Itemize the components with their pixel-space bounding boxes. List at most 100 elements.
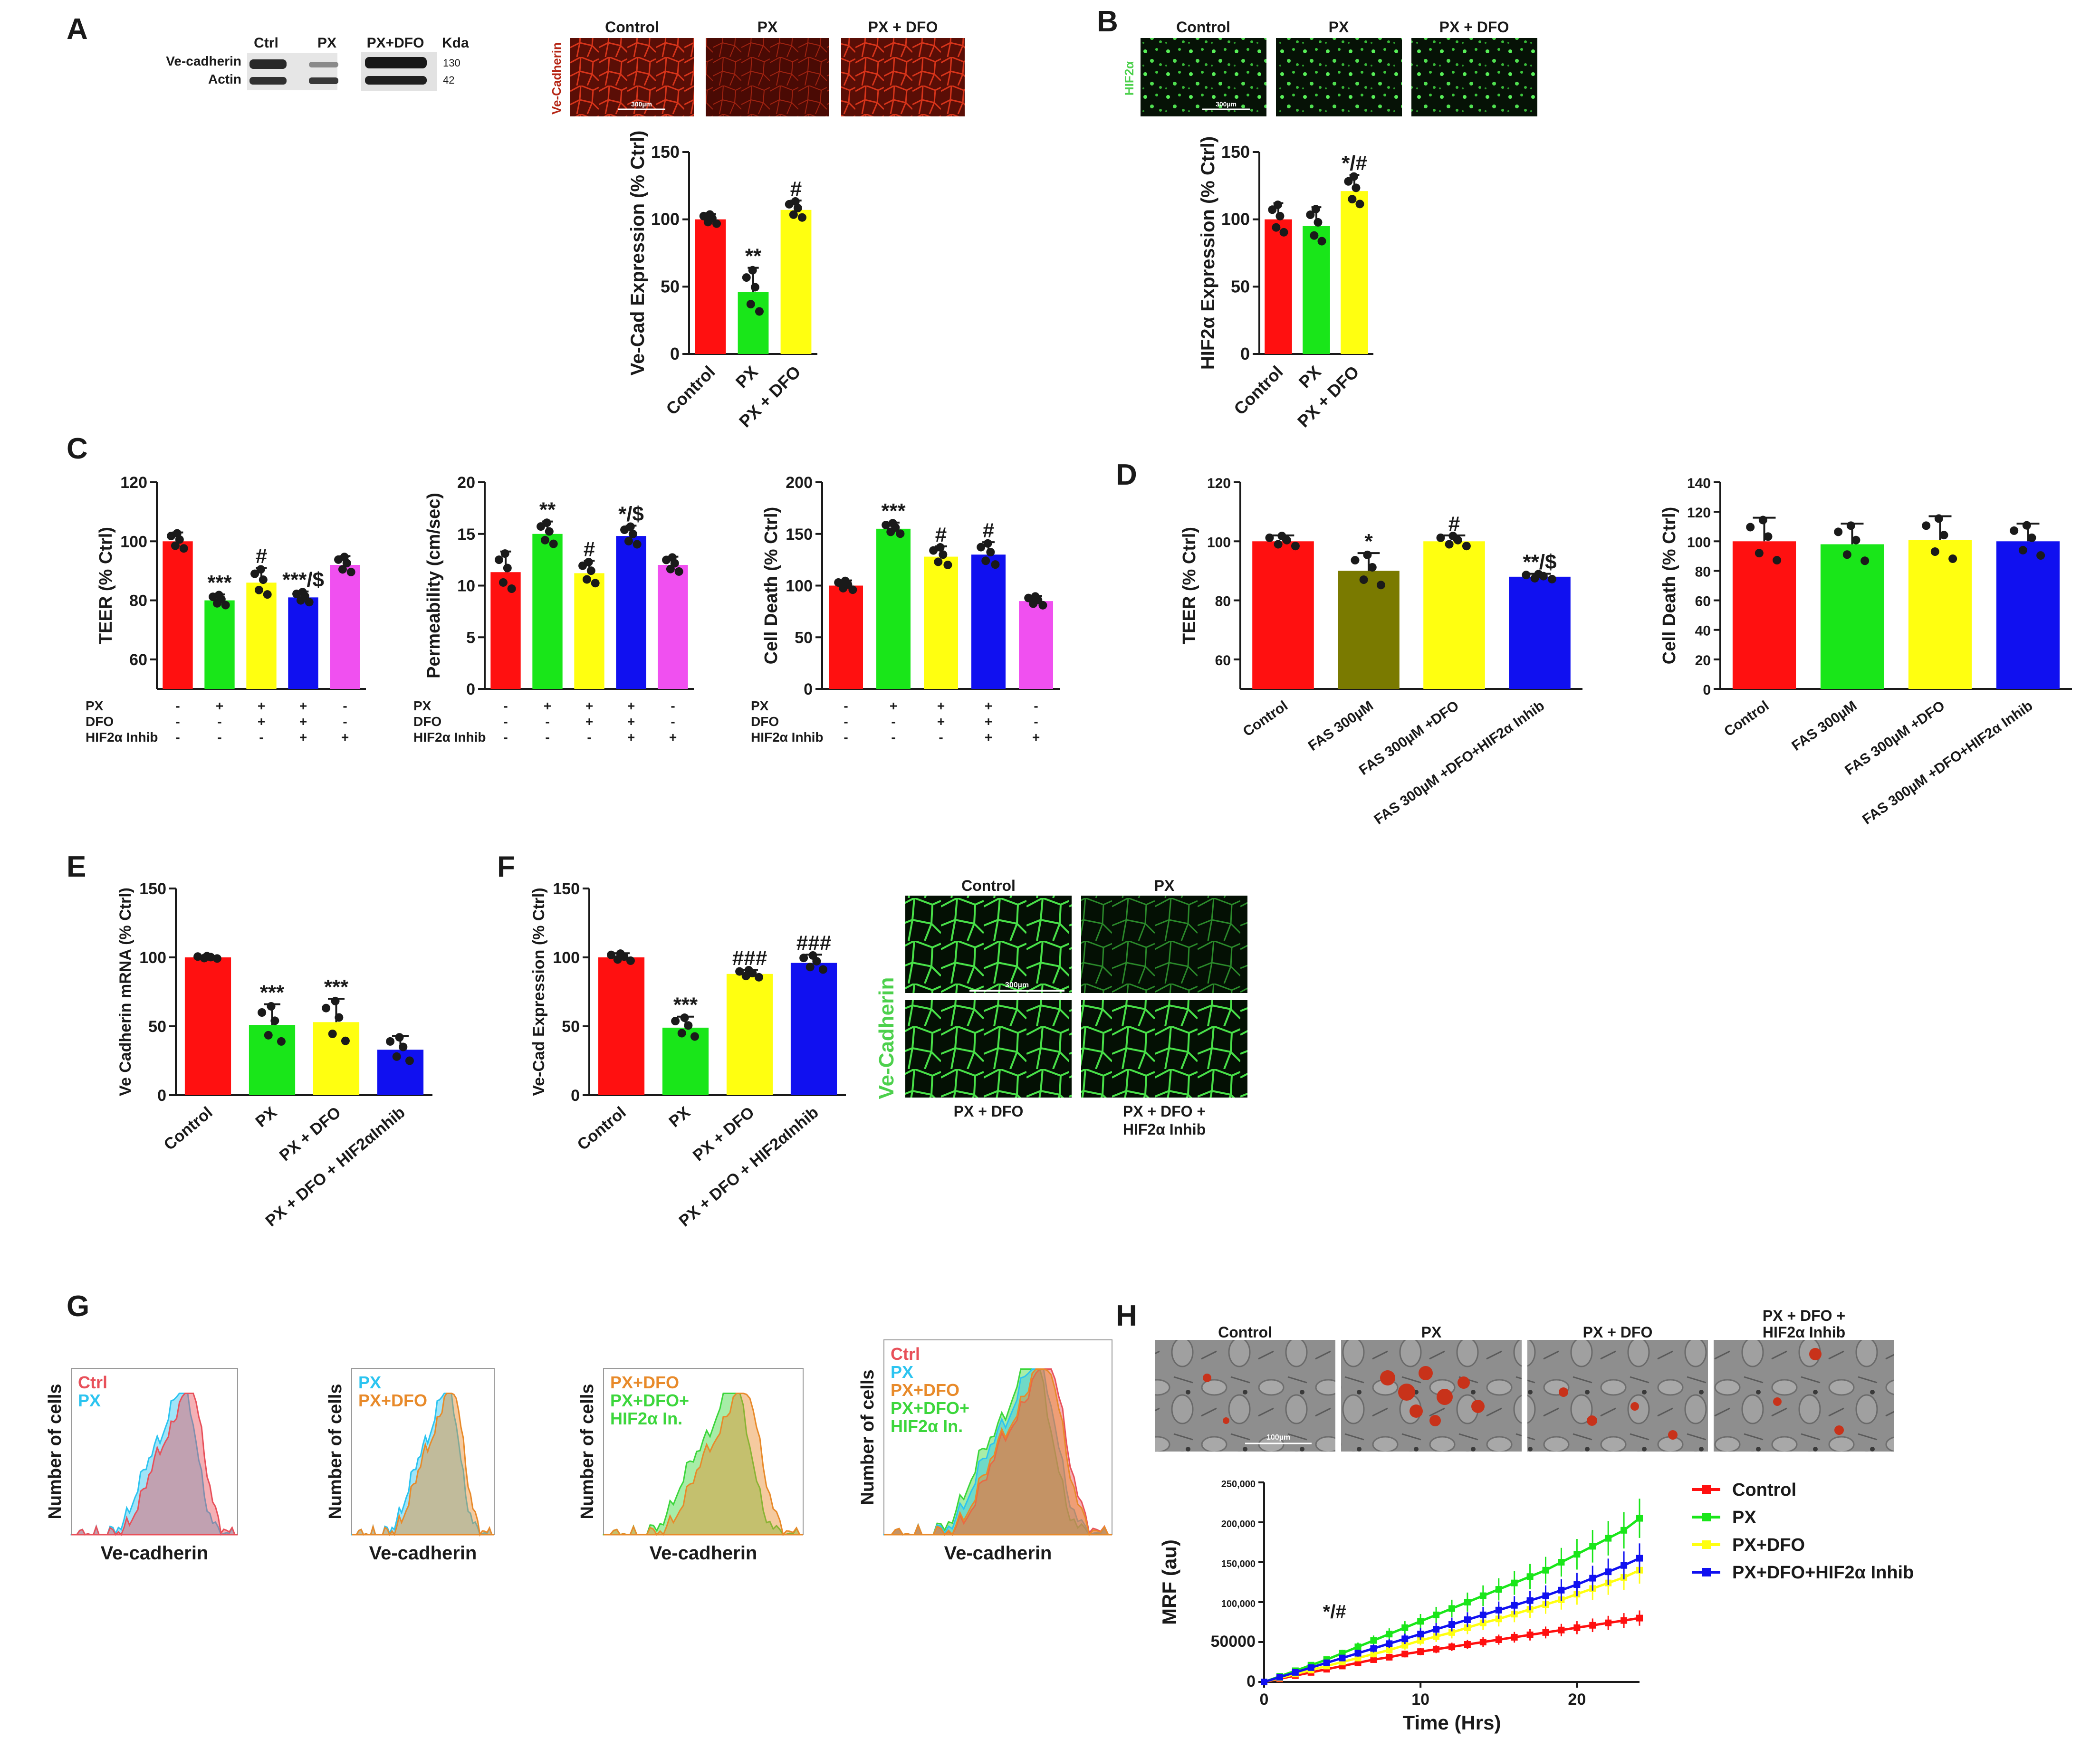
legend-entry: PX bbox=[891, 1362, 913, 1382]
condition-value: + bbox=[937, 698, 945, 713]
bar bbox=[1252, 541, 1314, 689]
micrograph-title: HIF2α Inhib bbox=[1763, 1324, 1845, 1341]
y-tick-label: 150 bbox=[786, 525, 813, 544]
significance-label: *** bbox=[207, 571, 232, 594]
micrograph-row-a: Ve-Cadherin 300µm Control PX PX + DFO bbox=[549, 19, 965, 116]
y-tick-label: 60 bbox=[1695, 594, 1711, 610]
data-point bbox=[1354, 1650, 1362, 1657]
y-tick-label: 0 bbox=[157, 1087, 166, 1105]
bar bbox=[288, 597, 318, 689]
bar bbox=[204, 600, 235, 689]
data-point bbox=[2036, 551, 2045, 560]
data-point bbox=[1558, 1626, 1565, 1633]
data-point bbox=[607, 950, 616, 959]
significance-label: ** bbox=[745, 245, 762, 268]
data-point bbox=[1464, 1599, 1471, 1605]
data-point bbox=[503, 564, 512, 573]
data-point bbox=[346, 567, 355, 576]
bar-chart-e: 0 50 100 150 Ve Cadherin mRNA (% Ctrl) Contro… bbox=[116, 880, 432, 1230]
data-point bbox=[1746, 523, 1755, 532]
data-point bbox=[991, 560, 1000, 569]
data-point bbox=[341, 1036, 350, 1045]
data-point bbox=[392, 1052, 401, 1061]
data-point bbox=[1773, 556, 1782, 565]
bar bbox=[163, 541, 193, 689]
data-point bbox=[264, 1031, 273, 1040]
data-point bbox=[934, 557, 943, 566]
y-axis-label: Ve Cadherin mRNA (% Ctrl) bbox=[116, 888, 134, 1096]
data-point bbox=[744, 965, 753, 974]
significance-label: * bbox=[1364, 530, 1373, 553]
significance-label: *** bbox=[881, 499, 906, 523]
data-point bbox=[1851, 535, 1860, 544]
y-tick-label: 120 bbox=[1207, 476, 1231, 491]
condition-value: - bbox=[1034, 714, 1038, 729]
legend-entry: PX+DFO bbox=[891, 1380, 959, 1400]
data-point bbox=[1370, 1656, 1377, 1663]
y-tick-label: 120 bbox=[120, 474, 147, 492]
x-axis-label: Ve-cadherin bbox=[944, 1543, 1052, 1564]
data-point bbox=[1386, 1631, 1393, 1638]
data-point bbox=[626, 522, 635, 531]
panel-label-a: A bbox=[67, 13, 88, 46]
y-tick-label: 0 bbox=[1247, 1672, 1256, 1691]
micrograph-a-px bbox=[706, 38, 829, 116]
data-point bbox=[805, 963, 815, 972]
condition-label: DFO bbox=[86, 714, 114, 729]
condition-label: DFO bbox=[751, 714, 779, 729]
condition-value: - bbox=[259, 730, 263, 745]
y-tick-label: 150,000 bbox=[1221, 1559, 1256, 1569]
data-point bbox=[171, 541, 180, 550]
condition-value: + bbox=[258, 714, 265, 729]
bar-chart-d1: 60 80 100 120 TEER (% Ctrl) Control * FAS 300µM… bbox=[1179, 476, 1582, 828]
data-point bbox=[848, 585, 857, 594]
bar bbox=[246, 583, 277, 689]
y-tick-label: 50 bbox=[661, 277, 680, 296]
flow-histogram: Number of cells Ve-cadherin PX+DFOPX+DFO+H… bbox=[577, 1368, 804, 1564]
bar bbox=[695, 219, 726, 354]
significance-label: ** bbox=[539, 498, 556, 522]
bar bbox=[184, 957, 231, 1095]
data-point bbox=[1448, 1621, 1455, 1628]
micrograph-title: Control bbox=[1218, 1324, 1272, 1341]
data-point bbox=[624, 536, 633, 545]
micrograph-title: PX + DFO bbox=[868, 19, 938, 36]
micrograph-h-px bbox=[1341, 1340, 1522, 1452]
data-point bbox=[1479, 1639, 1486, 1645]
data-point bbox=[1261, 1679, 1267, 1685]
data-point bbox=[712, 219, 721, 228]
data-point bbox=[2010, 526, 2019, 535]
data-point bbox=[267, 1002, 276, 1011]
x-axis-label: Ve-cadherin bbox=[650, 1543, 758, 1564]
blot-band bbox=[249, 59, 287, 69]
data-point bbox=[1495, 1606, 1502, 1614]
data-point bbox=[705, 210, 714, 219]
data-point bbox=[1464, 1616, 1471, 1623]
legend-entry: Control bbox=[1732, 1480, 1796, 1500]
bar bbox=[330, 565, 360, 689]
y-tick-label: 120 bbox=[1687, 505, 1711, 521]
data-point bbox=[1479, 1592, 1486, 1599]
data-point bbox=[834, 578, 843, 587]
data-point bbox=[799, 954, 808, 963]
condition-value: + bbox=[299, 714, 307, 729]
data-point bbox=[1542, 1567, 1549, 1574]
data-point bbox=[1363, 550, 1372, 559]
data-point bbox=[1386, 1640, 1393, 1647]
condition-value: - bbox=[891, 730, 895, 745]
significance-label: */$ bbox=[618, 502, 644, 525]
condition-value: + bbox=[937, 714, 945, 729]
data-point bbox=[1376, 581, 1385, 590]
y-tick-label: 150 bbox=[651, 142, 680, 162]
bar bbox=[971, 554, 1006, 689]
data-point bbox=[633, 540, 642, 549]
significance-label: # bbox=[983, 519, 994, 542]
significance-label: # bbox=[1448, 512, 1460, 535]
micrograph-stain-label: HIF2α bbox=[1122, 61, 1136, 96]
data-point bbox=[1344, 177, 1353, 186]
data-point bbox=[791, 197, 800, 206]
data-point bbox=[1547, 574, 1556, 583]
data-point bbox=[1323, 1659, 1330, 1666]
y-axis-label: Cell Death (% Ctrl) bbox=[1659, 507, 1679, 664]
